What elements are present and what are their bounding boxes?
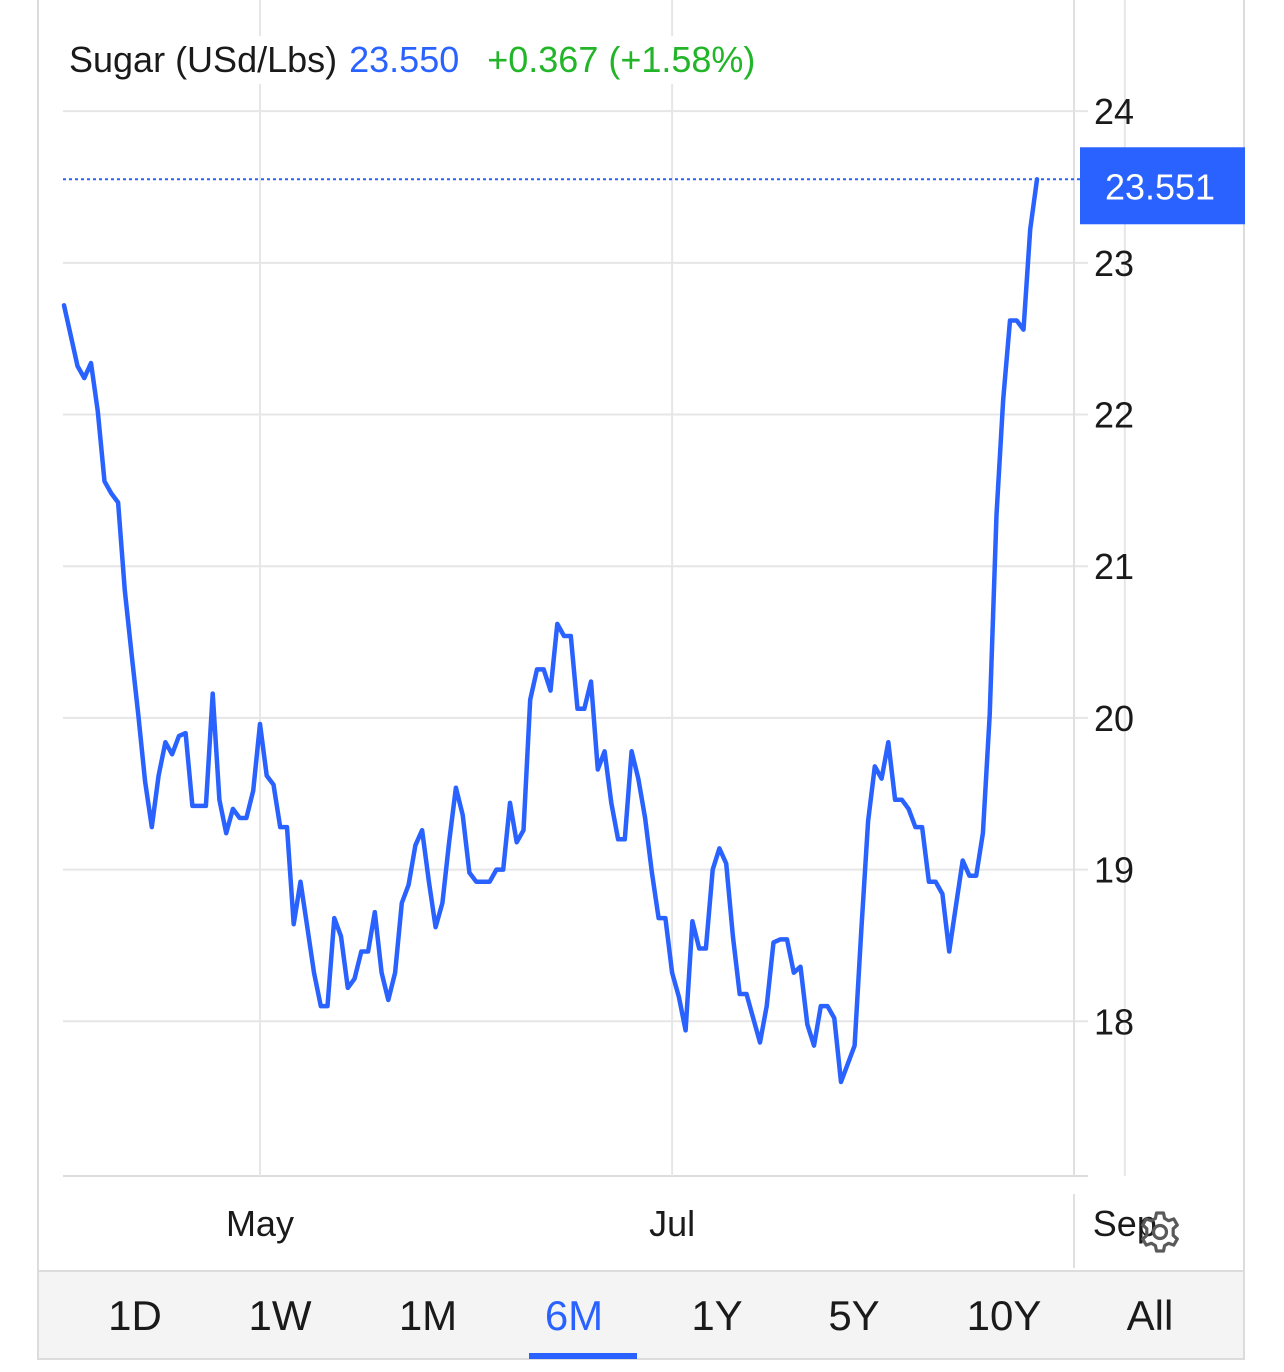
last-value-badge: [1080, 147, 1245, 225]
last-value-marker: 23.551: [63, 147, 1245, 225]
y-tick-label: 21: [1094, 546, 1134, 587]
x-axis: May Jul Sep: [226, 1203, 1157, 1244]
current-price: 23.550: [349, 39, 460, 80]
tab-1m[interactable]: 1M: [398, 1292, 458, 1339]
tab-all[interactable]: All: [1126, 1292, 1174, 1339]
y-tick-label: 19: [1094, 850, 1134, 891]
y-tick-label: 23: [1094, 243, 1134, 284]
y-tick-label: 20: [1094, 698, 1134, 739]
x-tick-label: May: [226, 1203, 294, 1244]
gear-icon[interactable]: [1136, 1208, 1184, 1256]
chart-widget: [37, 0, 1245, 1360]
chart-legend: Sugar (USd/Lbs) 23.550 +0.367 (+1.58%): [69, 36, 764, 84]
y-tick-label: 22: [1094, 395, 1134, 436]
y-tick-label: 24: [1094, 91, 1134, 132]
tab-6m[interactable]: 6M: [544, 1292, 604, 1339]
tab-10y[interactable]: 10Y: [966, 1292, 1042, 1339]
tab-1y[interactable]: 1Y: [691, 1292, 743, 1339]
x-tick-label: Jul: [649, 1203, 695, 1244]
price-line: [61, 177, 1040, 1085]
price-change: +0.367 (+1.58%): [487, 39, 756, 80]
range-tabs: 1D 1W 1M 6M 1Y 5Y 10Y All: [39, 1270, 1243, 1359]
grid: [63, 0, 1126, 1268]
y-tick-label: 18: [1094, 1001, 1134, 1042]
instrument-name: Sugar (USd/Lbs): [69, 39, 338, 80]
tab-1d[interactable]: 1D: [108, 1292, 162, 1339]
y-axis: 18 19 20 21 22 23 24: [1094, 91, 1134, 1042]
last-value-label: 23.551: [1105, 166, 1215, 207]
series: [61, 177, 1040, 1085]
tab-5y[interactable]: 5Y: [828, 1292, 880, 1339]
tab-1w[interactable]: 1W: [248, 1292, 312, 1339]
active-tab-indicator: [529, 1353, 637, 1359]
